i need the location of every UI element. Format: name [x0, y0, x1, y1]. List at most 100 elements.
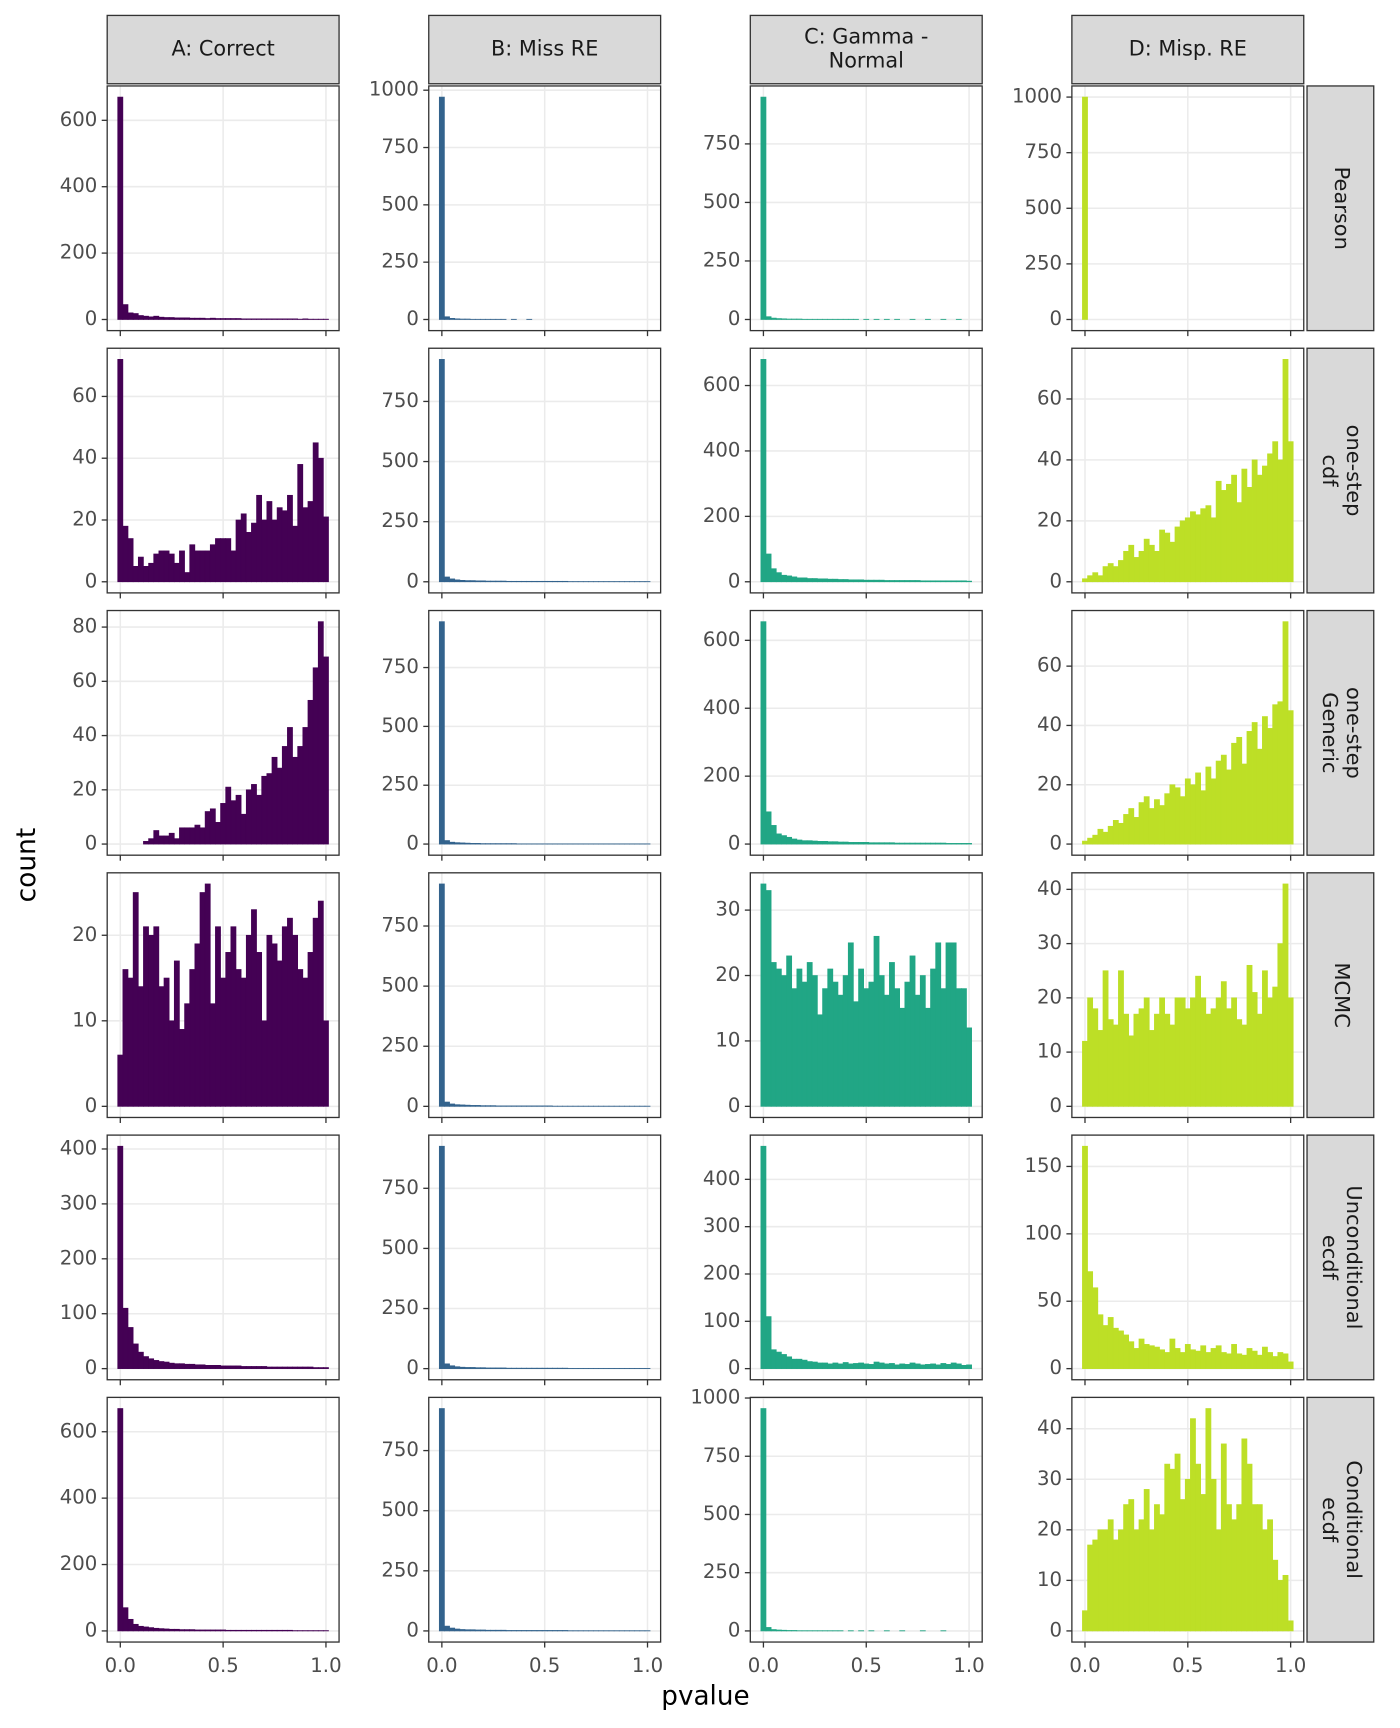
- bar: [189, 544, 196, 583]
- bar: [235, 318, 242, 320]
- bar: [775, 572, 782, 583]
- bar: [1143, 538, 1150, 583]
- y-tick-label: 400: [60, 1136, 98, 1159]
- bar: [914, 580, 921, 583]
- bar: [1210, 1348, 1217, 1369]
- bar: [1118, 560, 1124, 583]
- bar: [873, 579, 880, 583]
- row-strip: [1306, 1396, 1375, 1643]
- row-strip: [1306, 347, 1375, 594]
- column-strip-label: D: Misp. RE: [1129, 37, 1247, 61]
- bar: [240, 813, 247, 845]
- column-strip: [1071, 14, 1305, 85]
- y-tick-label: 250: [381, 1296, 419, 1319]
- bar: [474, 580, 481, 583]
- bar: [1251, 1504, 1258, 1632]
- x-tick-label: 0.5: [1172, 1654, 1203, 1677]
- bar: [276, 318, 283, 320]
- bar: [1102, 831, 1109, 845]
- bar: [801, 981, 808, 1107]
- bar: [464, 842, 471, 845]
- bar: [775, 968, 782, 1107]
- bar: [1154, 550, 1160, 583]
- bar: [1138, 1008, 1145, 1107]
- bar: [189, 317, 196, 320]
- bar: [1107, 825, 1114, 845]
- bar: [955, 843, 962, 845]
- y-tick-label: 0: [728, 1356, 741, 1379]
- bar: [1195, 1463, 1201, 1632]
- bar: [806, 840, 813, 845]
- bar: [480, 1367, 486, 1369]
- bar: [245, 318, 252, 320]
- x-tick-label: 1.0: [1275, 1654, 1306, 1677]
- bar: [485, 1367, 492, 1369]
- bar: [940, 842, 947, 845]
- bar: [163, 835, 170, 845]
- y-tick-label: 80: [72, 615, 97, 638]
- bar: [1287, 997, 1294, 1107]
- bar: [1246, 1463, 1253, 1632]
- bar: [153, 553, 160, 583]
- bar: [230, 1629, 237, 1632]
- bar: [1164, 1463, 1171, 1632]
- bar: [1231, 474, 1237, 583]
- bar: [1123, 1504, 1130, 1632]
- panel-border: [106, 347, 340, 594]
- bar: [858, 579, 865, 583]
- bar: [204, 550, 211, 583]
- bar: [271, 756, 278, 845]
- bar: [1215, 480, 1222, 583]
- bar: [1112, 820, 1119, 845]
- bar: [1179, 796, 1186, 845]
- bar: [878, 842, 885, 845]
- bar: [158, 1361, 165, 1369]
- bar: [842, 975, 849, 1107]
- bar: [1082, 1040, 1088, 1107]
- bar: [302, 507, 309, 583]
- panel-border: [749, 85, 983, 332]
- bar: [449, 318, 456, 320]
- bar: [317, 457, 324, 583]
- bar: [302, 318, 309, 320]
- bar: [817, 578, 823, 583]
- bar: [781, 1629, 787, 1632]
- bar: [317, 900, 324, 1107]
- bar: [1272, 1356, 1279, 1369]
- bar: [1246, 486, 1253, 583]
- bar: [1097, 575, 1104, 583]
- bar: [955, 988, 962, 1107]
- bar: [1097, 1314, 1104, 1369]
- bar: [474, 1367, 481, 1369]
- bar: [889, 962, 895, 1107]
- bar: [1226, 483, 1232, 583]
- bar: [256, 494, 263, 583]
- panel-border: [106, 1134, 340, 1381]
- bar: [179, 1363, 185, 1369]
- bar: [256, 1366, 263, 1369]
- bar: [1148, 544, 1155, 583]
- bar: [153, 926, 160, 1107]
- bar: [1174, 787, 1181, 845]
- bar: [1231, 1344, 1237, 1369]
- y-tick-label: 20: [72, 777, 97, 800]
- bar: [215, 926, 221, 1107]
- y-tick-label: 20: [1037, 1517, 1062, 1540]
- bar: [868, 1364, 875, 1369]
- bar: [209, 1629, 216, 1632]
- bar: [194, 943, 201, 1107]
- bar: [1174, 997, 1181, 1107]
- bar: [1174, 1453, 1181, 1632]
- bar: [276, 507, 283, 583]
- bar: [1097, 1030, 1104, 1107]
- bar: [266, 934, 273, 1107]
- bar: [1287, 1620, 1294, 1632]
- bar: [919, 580, 926, 583]
- bar: [469, 1367, 476, 1369]
- bar: [438, 96, 445, 320]
- bar: [1184, 778, 1191, 845]
- bar: [765, 1627, 772, 1632]
- bar: [220, 977, 227, 1107]
- bar: [883, 994, 890, 1107]
- bar: [919, 842, 926, 845]
